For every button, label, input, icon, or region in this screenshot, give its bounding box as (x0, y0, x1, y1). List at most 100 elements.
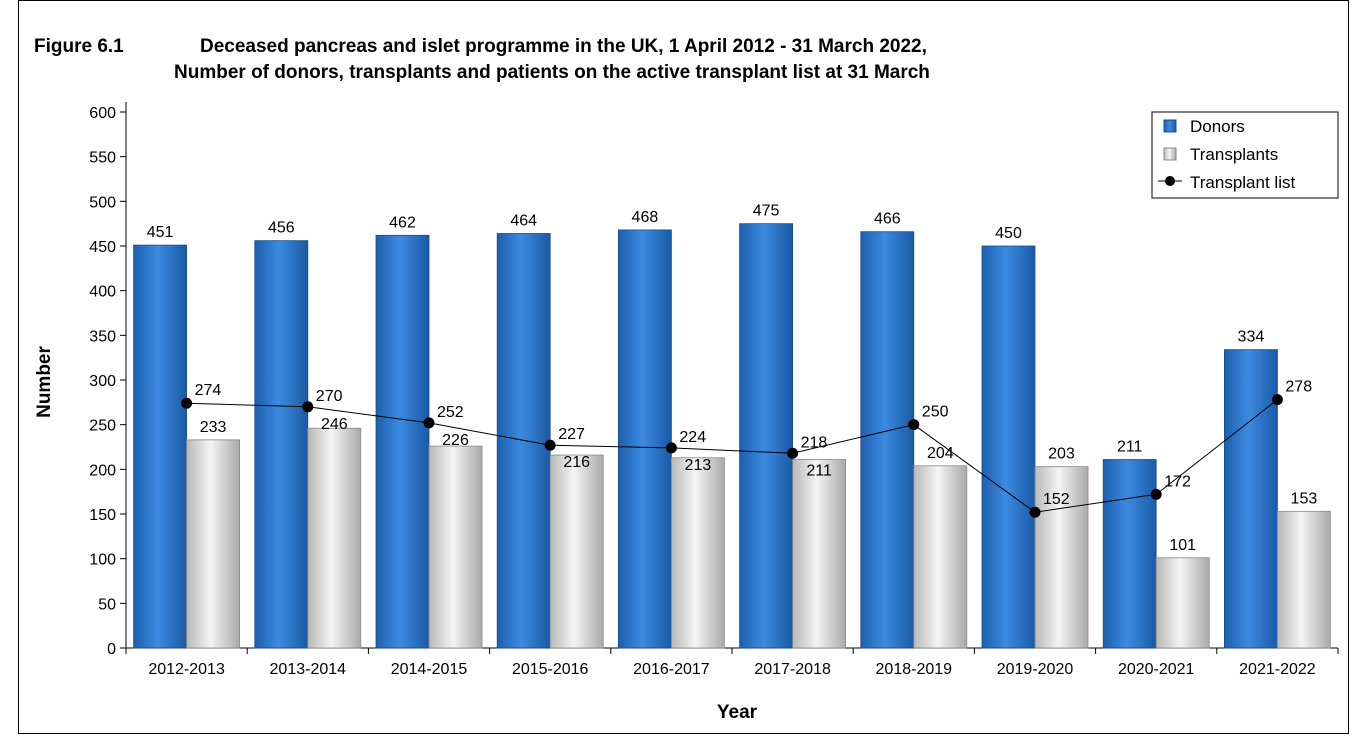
data-label-donors: 475 (753, 203, 780, 220)
bar-transplants (1034, 466, 1089, 649)
legend-label-donors: Donors (1190, 117, 1245, 136)
bar-transplants (792, 459, 846, 649)
bar-transplants (186, 439, 241, 649)
y-tick-label: 300 (89, 373, 116, 390)
data-label-transplant-list: 224 (679, 429, 706, 446)
data-label-transplants: 153 (1291, 490, 1318, 507)
transplant-list-line (186, 399, 1278, 513)
transplant-list-marker (908, 419, 920, 431)
data-label-donors: 466 (874, 211, 901, 228)
data-label-donors: 456 (268, 220, 295, 237)
bar-donors (860, 231, 915, 649)
bar-transplants (549, 454, 604, 649)
x-tick-label: 2016-2017 (633, 661, 710, 678)
bar-donors (1224, 349, 1278, 649)
data-label-transplant-list: 250 (922, 404, 949, 421)
bar-donors (618, 229, 672, 649)
data-label-transplants: 213 (685, 457, 712, 474)
bar-donors (981, 245, 1036, 649)
x-axis-label: Year (717, 702, 758, 723)
legend-swatch-transplants (1163, 147, 1177, 161)
x-tick-label: 2013-2014 (270, 661, 347, 678)
legend-label-transplants: Transplants (1190, 145, 1278, 164)
line-series-group (181, 394, 1283, 518)
y-tick-label: 50 (98, 596, 116, 613)
transplant-list-marker (787, 447, 799, 459)
transplant-list-marker (665, 442, 677, 454)
y-tick-label: 350 (89, 328, 116, 345)
data-label-transplants: 204 (927, 445, 954, 462)
y-tick-label: 500 (89, 194, 116, 211)
data-label-transplant-list: 172 (1164, 473, 1191, 490)
x-tick-label: 2015-2016 (512, 661, 589, 678)
data-label-donors: 450 (995, 225, 1022, 242)
data-label-transplants: 216 (563, 454, 590, 471)
x-tick-label: 2017-2018 (754, 661, 831, 678)
x-tick-label: 2021-2022 (1239, 661, 1316, 678)
bar-donors (1102, 459, 1157, 649)
data-label-donors: 462 (389, 214, 416, 231)
transplant-list-marker (1029, 506, 1041, 518)
transplant-list-marker (544, 439, 556, 451)
data-label-donors: 451 (147, 224, 174, 241)
y-tick-label: 0 (107, 641, 116, 658)
data-label-transplant-list: 252 (437, 404, 464, 421)
legend-box (1151, 111, 1339, 199)
data-label-transplants: 211 (806, 462, 832, 479)
y-tick-label: 400 (89, 284, 116, 301)
transplant-list-marker (1271, 394, 1283, 406)
chart-title-line2: Number of donors, transplants and patien… (174, 62, 930, 83)
data-label-transplants: 233 (200, 419, 227, 436)
data-label-transplant-list: 270 (316, 388, 343, 405)
transplant-list-marker (302, 401, 314, 413)
x-tick-label: 2019-2020 (997, 661, 1074, 678)
data-label-transplant-list: 278 (1285, 379, 1312, 396)
y-axis-label: Number (34, 346, 55, 418)
bar-transplants (307, 427, 362, 649)
y-tick-label: 250 (89, 418, 116, 435)
data-label-transplant-list: 218 (801, 434, 828, 451)
bar-donors (133, 244, 188, 649)
data-label-transplant-list: 274 (195, 382, 222, 399)
transplant-list-marker (423, 417, 435, 429)
y-tick-label: 450 (89, 239, 116, 256)
legend-label-transplant-list: Transplant list (1190, 173, 1295, 192)
bar-transplants (1277, 510, 1331, 649)
x-tick-label: 2012-2013 (148, 661, 225, 678)
data-label-donors: 464 (510, 212, 537, 229)
bar-transplants (428, 445, 483, 649)
bars-group (133, 223, 1331, 649)
data-label-donors: 468 (632, 209, 659, 226)
bar-transplants (913, 465, 968, 649)
y-tick-label: 550 (89, 150, 116, 167)
chart-title-line1: Deceased pancreas and islet programme in… (200, 36, 927, 57)
x-tick-label: 2018-2019 (876, 661, 953, 678)
data-label-transplant-list: 152 (1043, 491, 1070, 508)
legend: Donors Transplants Transplant list (1151, 111, 1339, 199)
y-tick-label: 150 (89, 507, 116, 524)
x-tick-label: 2020-2021 (1118, 661, 1195, 678)
bar-donors (375, 234, 430, 649)
data-label-donors: 334 (1238, 329, 1265, 346)
data-label-transplants: 246 (321, 416, 348, 433)
y-tick-label: 200 (89, 462, 116, 479)
bar-donors (254, 240, 309, 649)
data-label-donors: 211 (1117, 439, 1143, 456)
data-label-transplants: 226 (442, 432, 469, 449)
transplant-list-marker (1150, 488, 1162, 500)
figure-label: Figure 6.1 (34, 36, 124, 57)
data-label-transplant-list: 227 (558, 426, 585, 443)
bar-transplants (1155, 557, 1210, 649)
data-label-transplants: 101 (1169, 537, 1196, 554)
legend-marker-transplant-list (1165, 176, 1175, 186)
y-tick-label: 600 (89, 105, 116, 122)
transplant-list-marker (181, 397, 193, 409)
y-tick-label: 100 (89, 552, 116, 569)
legend-swatch-donors (1163, 119, 1177, 133)
bar-donors (739, 223, 793, 649)
data-labels-group: 451 456 462 464 468 475 466 450 211 334 233 274 246 2… (147, 203, 1318, 554)
x-tick-label: 2014-2015 (391, 661, 468, 678)
data-label-transplants: 203 (1048, 446, 1075, 463)
bar-transplants (671, 457, 725, 649)
